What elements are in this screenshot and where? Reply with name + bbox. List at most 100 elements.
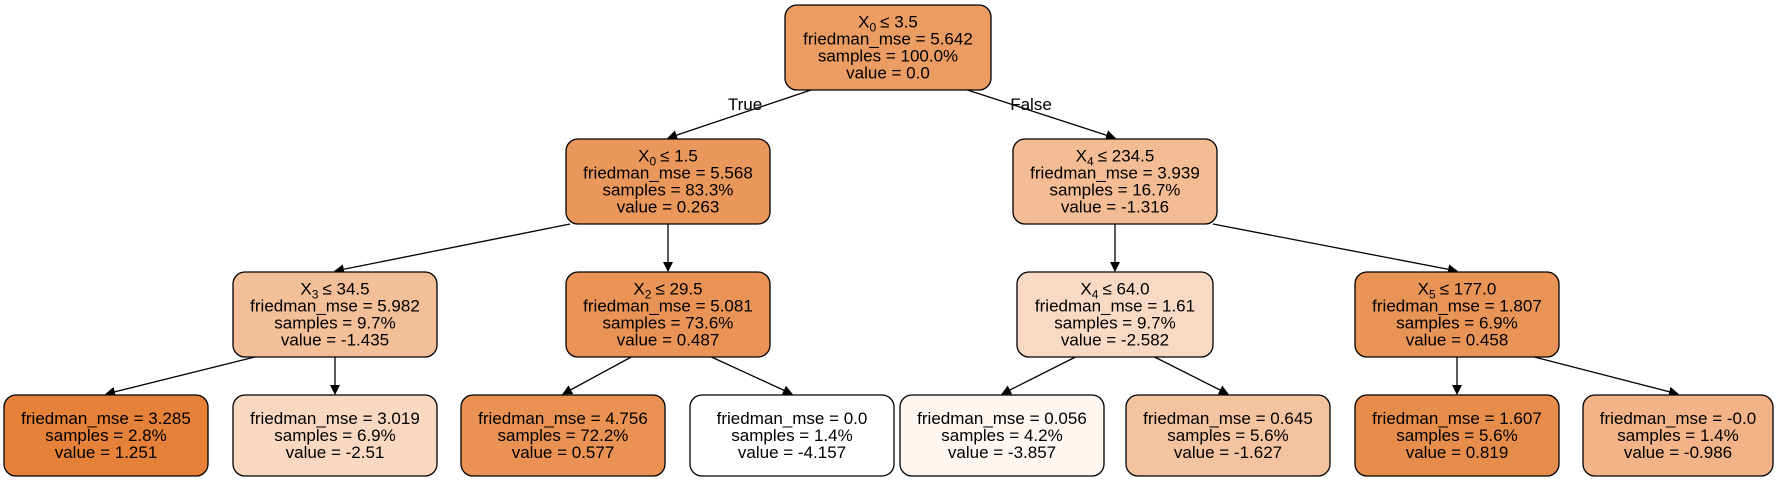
node-split-condition: X4 ≤ 64.0: [1080, 280, 1149, 302]
edge-n6-l8: [1534, 356, 1679, 397]
node-box: [1012, 138, 1218, 225]
node-value: value = 0.819: [1406, 443, 1509, 462]
node-mse: friedman_mse = 3.939: [1030, 164, 1200, 183]
node-mse: friedman_mse = 1.807: [1372, 297, 1542, 316]
node-split-condition: X0 ≤ 3.5: [858, 13, 918, 35]
node-mse: friedman_mse = 5.568: [583, 164, 753, 183]
node-value: value = 0.0: [846, 64, 930, 83]
node-mse: friedman_mse = -0.0: [1600, 409, 1756, 428]
split-threshold: ≤ 34.5: [322, 280, 369, 299]
node-samples: samples = 9.7%: [1054, 314, 1175, 333]
node-samples: samples = 16.7%: [1050, 181, 1181, 200]
split-variable: X: [638, 147, 649, 166]
split-variable: X: [300, 280, 311, 299]
split-threshold: ≤ 234.5: [1098, 147, 1155, 166]
split-threshold: ≤ 177.0: [1440, 280, 1497, 299]
node-box: [689, 394, 895, 477]
edge-n5-l5: [1001, 356, 1076, 395]
node-mse: friedman_mse = 5.642: [803, 30, 973, 49]
edge-n4-l4: [711, 356, 793, 395]
node-box: [1354, 394, 1560, 477]
node-value: value = -3.857: [948, 443, 1056, 462]
node-value: value = 1.251: [55, 443, 158, 462]
edges-layer: [105, 89, 1679, 397]
split-variable-index: 2: [645, 288, 652, 302]
node-samples: samples = 5.6%: [1396, 426, 1517, 445]
node-split-condition: X4 ≤ 234.5: [1076, 147, 1155, 169]
true-edge-label: True: [728, 95, 762, 114]
node-value: value = -4.157: [738, 443, 846, 462]
node-value: value = -0.986: [1624, 443, 1732, 462]
split-variable: X: [1418, 280, 1429, 299]
edge-n1-n3: [334, 223, 571, 275]
node-samples: samples = 100.0%: [818, 47, 958, 66]
node-mse: friedman_mse = 3.019: [250, 409, 420, 428]
node-samples: samples = 6.9%: [274, 426, 395, 445]
node-samples: samples = 6.9%: [1396, 314, 1517, 333]
edge-n3-l1: [105, 356, 256, 397]
node-samples: samples = 1.4%: [1617, 426, 1738, 445]
node-mse: friedman_mse = 0.0: [717, 409, 868, 428]
node-value: value = -2.51: [286, 443, 385, 462]
split-threshold: ≤ 1.5: [660, 147, 698, 166]
split-variable-index: 4: [1092, 288, 1099, 302]
split-variable: X: [1076, 147, 1087, 166]
split-variable-index: 4: [1087, 155, 1094, 169]
node-value: value = -1.435: [281, 331, 389, 350]
node-mse: friedman_mse = 1.607: [1372, 409, 1542, 428]
node-box: [899, 394, 1105, 477]
node-samples: samples = 73.6%: [603, 314, 734, 333]
split-variable-index: 5: [1429, 288, 1436, 302]
node-mse: friedman_mse = 5.982: [250, 297, 420, 316]
split-variable: X: [858, 13, 869, 32]
edge-labels-layer: True False: [728, 95, 1052, 114]
node-split-condition: X2 ≤ 29.5: [633, 280, 702, 302]
node-mse: friedman_mse = 3.285: [21, 409, 191, 428]
node-mse: friedman_mse = 0.056: [917, 409, 1087, 428]
node-mse: friedman_mse = 5.081: [583, 297, 753, 316]
node-value: value = 0.458: [1406, 331, 1509, 350]
split-variable-index: 3: [312, 288, 319, 302]
split-variable-index: 0: [869, 21, 876, 35]
edge-root-n1: [667, 89, 812, 140]
split-variable: X: [633, 280, 644, 299]
split-variable: X: [1080, 280, 1091, 299]
node-box: [1016, 271, 1214, 358]
edge-n5-l6: [1154, 356, 1229, 395]
node-value: value = -2.582: [1061, 331, 1169, 350]
node-mse: friedman_mse = 4.756: [478, 409, 648, 428]
node-value: value = 0.487: [617, 331, 720, 350]
node-split-condition: X3 ≤ 34.5: [300, 280, 369, 302]
node-samples: samples = 2.8%: [45, 426, 166, 445]
node-samples: samples = 83.3%: [603, 181, 734, 200]
false-edge-label: False: [1010, 95, 1052, 114]
node-samples: samples = 5.6%: [1167, 426, 1288, 445]
node-box: [565, 271, 771, 358]
split-threshold: ≤ 29.5: [655, 280, 702, 299]
node-value: value = -1.627: [1174, 443, 1282, 462]
edge-root-n2: [967, 89, 1116, 140]
node-box: [232, 394, 438, 477]
node-samples: samples = 4.2%: [941, 426, 1062, 445]
node-value: value = 0.577: [512, 443, 615, 462]
node-box: [1582, 394, 1774, 477]
node-samples: samples = 1.4%: [731, 426, 852, 445]
node-samples: samples = 72.2%: [498, 426, 629, 445]
edge-n4-l3: [562, 356, 632, 395]
split-threshold: ≤ 64.0: [1102, 280, 1149, 299]
